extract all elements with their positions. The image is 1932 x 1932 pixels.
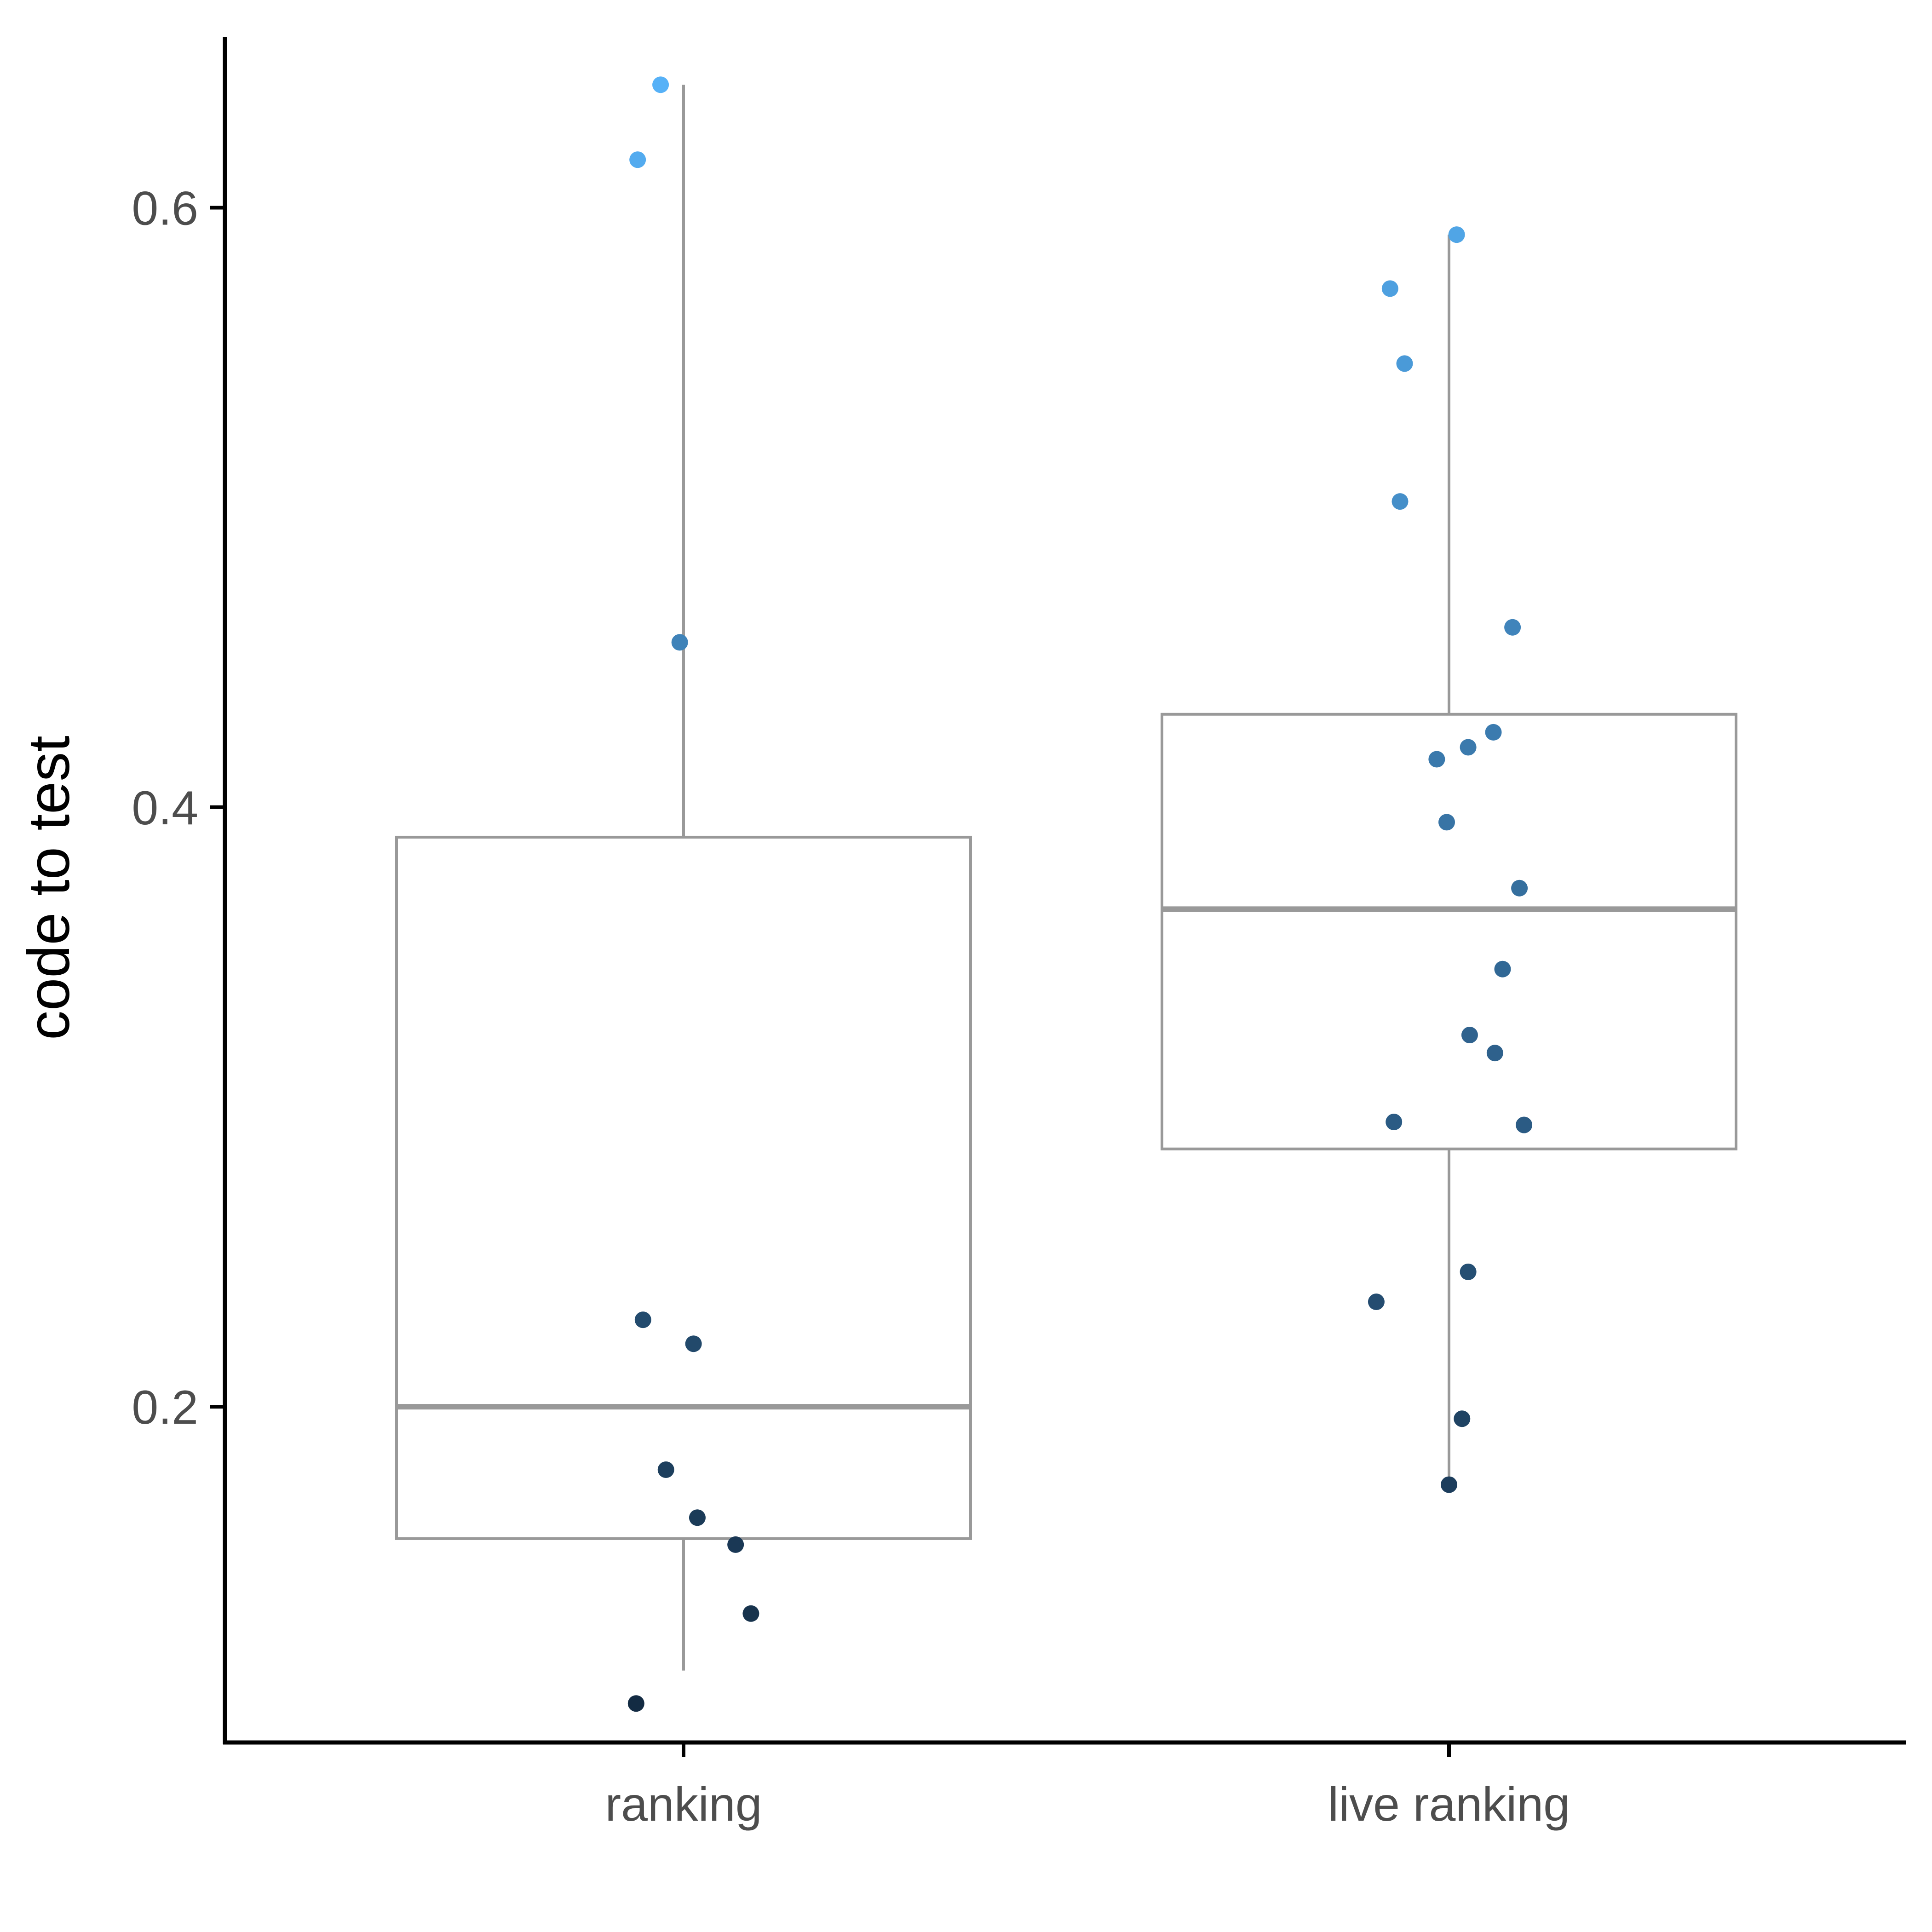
box-ranking [395, 835, 972, 1540]
data-point [1396, 355, 1413, 372]
data-point [1438, 814, 1455, 831]
y-axis-title: code to test [16, 736, 82, 1040]
data-point [1392, 493, 1409, 510]
data-point [742, 1605, 759, 1622]
data-point [1486, 1045, 1503, 1062]
box-live-ranking [1161, 713, 1737, 1150]
data-point [1460, 1263, 1477, 1280]
data-point [1516, 1116, 1533, 1133]
data-point [1485, 724, 1502, 741]
data-point [627, 1695, 644, 1712]
data-point [657, 1461, 674, 1478]
boxes-layer [395, 85, 1737, 1671]
x-tick-label: live ranking [1328, 1778, 1570, 1831]
axes-layer: 0.2 0.4 0.6 ranking live ranking [132, 37, 1906, 1831]
points-layer [627, 76, 1533, 1712]
data-point [629, 151, 646, 168]
data-point [1368, 1294, 1385, 1311]
data-point [1504, 619, 1521, 636]
data-point [1511, 880, 1528, 897]
data-point [1494, 960, 1511, 978]
y-tick-label: 0.2 [132, 1381, 198, 1434]
data-point [671, 634, 688, 651]
data-point [652, 76, 669, 93]
data-point [1441, 1476, 1457, 1493]
data-point [1461, 1027, 1478, 1044]
data-point [1448, 226, 1465, 243]
y-tick-label: 0.4 [132, 782, 198, 835]
data-point [689, 1509, 706, 1526]
y-tick-label: 0.6 [132, 182, 198, 235]
data-point [634, 1311, 651, 1328]
data-point [1454, 1410, 1471, 1427]
x-tick-label: ranking [605, 1778, 762, 1831]
data-point [727, 1536, 744, 1553]
data-point [685, 1335, 702, 1352]
data-point [1381, 280, 1398, 297]
data-point [1460, 739, 1477, 756]
data-point [1428, 751, 1445, 768]
data-point [1386, 1114, 1403, 1131]
